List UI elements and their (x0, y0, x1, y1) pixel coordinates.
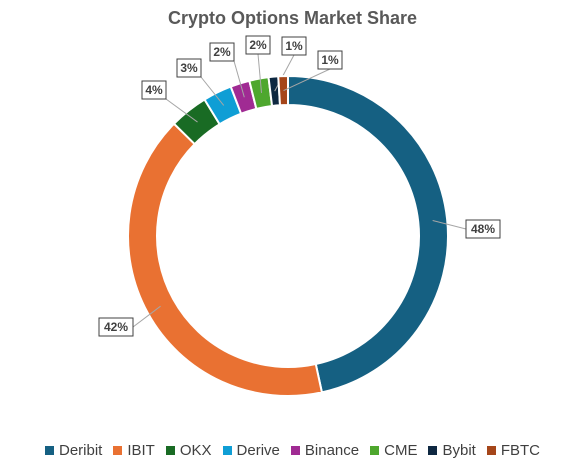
legend-swatch-deribit (44, 446, 54, 455)
data-label-bybit: 1% (285, 39, 303, 53)
legend-label-binance: Binance (304, 442, 360, 459)
data-label-box-ibit (98, 317, 134, 337)
leader-line-deribit (432, 220, 467, 230)
leader-line-binance (233, 60, 245, 98)
legend-swatch-derive (222, 446, 232, 455)
data-label-cme: 2% (249, 38, 267, 52)
data-label-box-okx (141, 80, 167, 100)
legend-item-ibit: IBIT (113, 442, 155, 459)
legend-label-okx: OKX (179, 442, 212, 459)
data-label-box-fbtc (317, 50, 343, 70)
leader-line-fbtc (283, 68, 331, 92)
leader-line-derive (200, 76, 225, 106)
donut-chart: 48% 42% 4% 3% 2% 2% 1% 1% (98, 35, 501, 397)
data-label-okx: 4% (145, 83, 163, 97)
legend-item-binance: Binance (290, 442, 360, 459)
legend-label-bybit: Bybit (442, 442, 476, 459)
data-label-box-binance (209, 42, 235, 62)
chart-title: Crypto Options Market Share (167, 8, 418, 28)
legend-label-derive: Derive (236, 442, 280, 459)
data-label-box-deribit (465, 219, 501, 239)
data-label-ibit: 42% (104, 320, 128, 334)
legend-swatch-binance (290, 446, 300, 455)
legend-swatch-ibit (113, 446, 123, 455)
data-label-fbtc: 1% (321, 53, 339, 67)
legend-item-okx: OKX (165, 442, 212, 459)
leader-line-ibit (132, 305, 161, 328)
data-label-deribit: 48% (471, 222, 495, 236)
legend-item-derive: Derive (222, 442, 280, 459)
slice-ibit (127, 122, 324, 397)
legend-swatch-fbtc (486, 446, 496, 455)
data-label-binance: 2% (213, 45, 231, 59)
legend-label-ibit: IBIT (127, 442, 155, 459)
data-label-box-derive (176, 58, 202, 78)
slice-deribit (287, 74, 449, 394)
legend-item-deribit: Deribit (44, 442, 103, 459)
legend-swatch-bybit (428, 446, 438, 455)
leader-line-okx (165, 98, 198, 123)
data-label-derive: 3% (180, 61, 198, 75)
legend-swatch-cme (370, 446, 380, 455)
leader-line-cme (257, 53, 263, 93)
legend-swatch-okx (165, 446, 175, 455)
legend-label-deribit: Deribit (58, 442, 103, 459)
legend-item-cme: CME (370, 442, 417, 459)
slice-fbtc (277, 74, 289, 107)
legend-item-bybit: Bybit (428, 442, 476, 459)
legend-label-cme: CME (384, 442, 418, 459)
data-label-box-bybit (281, 36, 307, 56)
legend-label-fbtc: FBTC (500, 442, 540, 459)
data-label-box-cme (245, 35, 271, 55)
legend: Deribit IBIT OKX Derive Binance CME Bybit FBTC (0, 442, 585, 459)
legend-item-fbtc: FBTC (486, 442, 540, 459)
